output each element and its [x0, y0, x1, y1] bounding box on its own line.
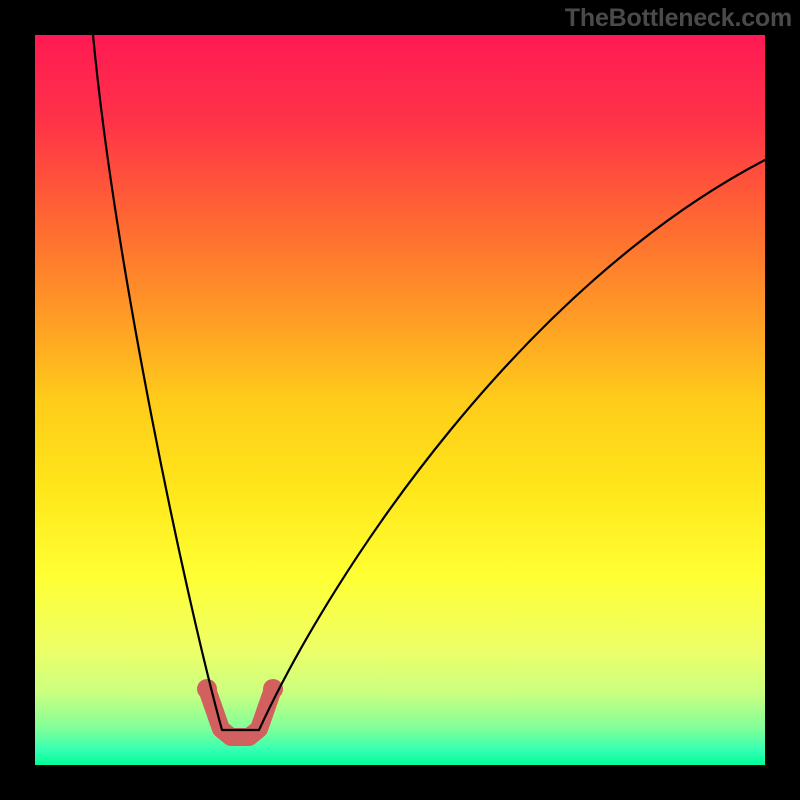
frame-left [0, 0, 35, 800]
watermark-text: TheBottleneck.com [565, 4, 792, 33]
frame-right [765, 0, 800, 800]
frame-bottom [0, 765, 800, 800]
plot-area [35, 35, 765, 765]
figure-root: TheBottleneck.com [0, 0, 800, 800]
chart-svg [35, 35, 765, 765]
bottleneck-curve [93, 35, 765, 730]
